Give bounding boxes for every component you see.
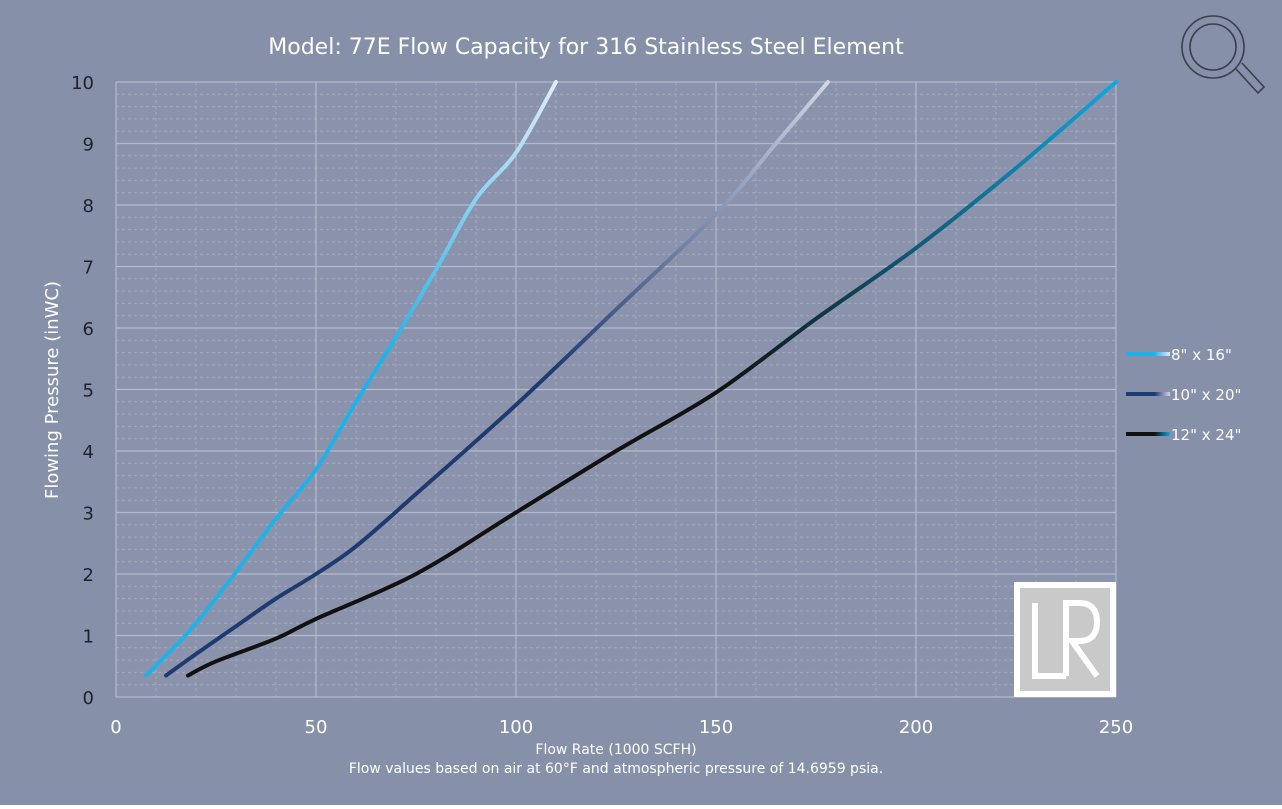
y-axis-ticks: 0 1 2 3 4 5 6 7 8 9 10 [71, 73, 94, 709]
legend-label-3: 12" x 24" [1171, 426, 1241, 444]
legend-swatch-1 [1126, 352, 1170, 356]
x-axis-label: Flow Rate (1000 SCFH) [535, 742, 696, 758]
y-tick-label: 1 [83, 627, 94, 648]
y-tick-label: 4 [83, 442, 94, 463]
legend: 8" x 16" 10" x 20" 12" x 24" [1126, 346, 1241, 444]
major-grid [115, 81, 1117, 698]
series-lines [144, 80, 1118, 678]
y-tick-label: 3 [83, 504, 94, 525]
y-tick-label: 10 [71, 73, 94, 94]
lr-logo [1014, 582, 1116, 697]
legend-swatch-3 [1126, 432, 1170, 436]
x-tick-label: 250 [1099, 717, 1133, 738]
y-tick-label: 2 [83, 565, 94, 586]
x-tick-label: 0 [110, 717, 121, 738]
legend-label-2: 10" x 20" [1171, 386, 1241, 404]
y-tick-label: 8 [83, 196, 94, 217]
x-tick-label: 150 [699, 717, 733, 738]
x-tick-label: 50 [305, 717, 328, 738]
legend-label-1: 8" x 16" [1171, 346, 1232, 364]
chart-title: Model: 77E Flow Capacity for 316 Stainle… [268, 35, 904, 60]
x-axis-ticks: 0 50 100 150 200 250 [110, 717, 1133, 738]
series-line-3 [186, 80, 1118, 678]
y-axis-label: Flowing Pressure (inWC) [42, 281, 63, 499]
series-line-2 [164, 80, 830, 678]
series-line-1 [144, 80, 558, 678]
x-tick-label: 200 [899, 717, 933, 738]
chart-footnote: Flow values based on air at 60°F and atm… [349, 761, 883, 777]
legend-swatch-2 [1126, 392, 1170, 396]
y-tick-label: 9 [83, 135, 94, 156]
y-tick-label: 5 [83, 381, 94, 402]
x-tick-label: 100 [499, 717, 533, 738]
y-tick-label: 0 [83, 688, 94, 709]
y-tick-label: 6 [83, 319, 94, 340]
magnifier-icon[interactable] [1181, 15, 1266, 95]
y-tick-label: 7 [83, 258, 94, 279]
